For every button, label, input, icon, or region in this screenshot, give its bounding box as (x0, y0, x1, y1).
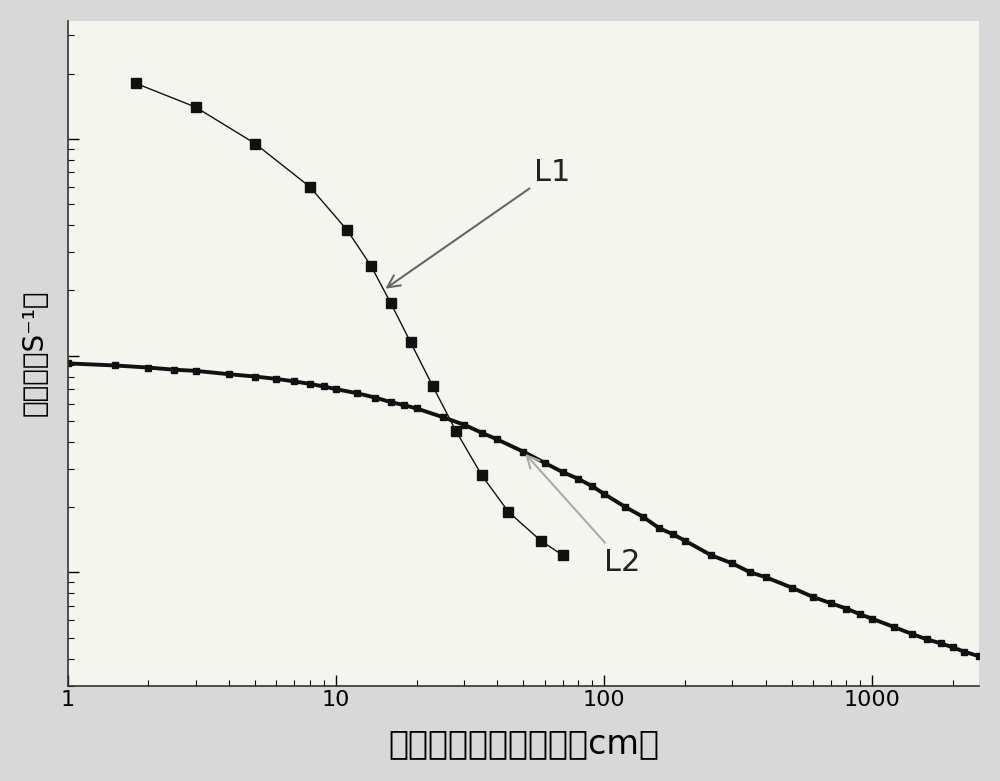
X-axis label: 探测器到水面的距离（cm）: 探测器到水面的距离（cm） (388, 727, 659, 760)
Text: L2: L2 (527, 455, 641, 576)
Y-axis label: 计数率（S⁻¹）: 计数率（S⁻¹） (21, 290, 49, 416)
Text: L1: L1 (387, 158, 571, 287)
